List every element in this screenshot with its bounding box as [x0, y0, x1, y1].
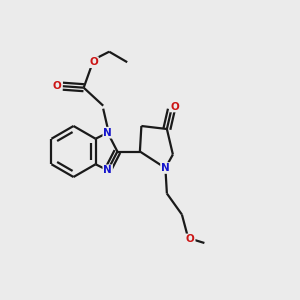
- Text: N: N: [103, 128, 112, 138]
- Text: O: O: [170, 101, 179, 112]
- Text: O: O: [53, 81, 62, 91]
- Text: N: N: [161, 163, 170, 173]
- Text: O: O: [89, 57, 98, 67]
- Text: O: O: [186, 234, 195, 244]
- Text: N: N: [103, 165, 112, 175]
